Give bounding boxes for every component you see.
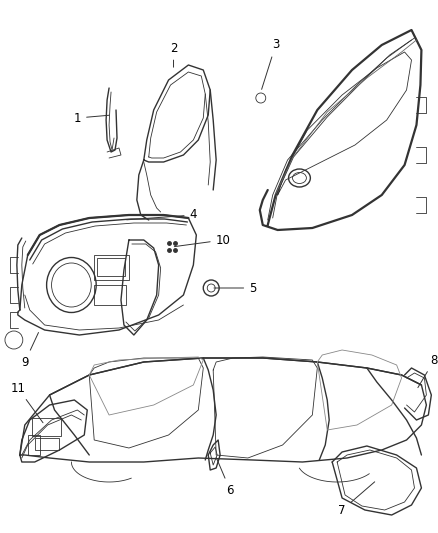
Bar xyxy=(32,418,61,436)
Text: 2: 2 xyxy=(170,42,177,67)
Bar xyxy=(97,258,125,276)
Bar xyxy=(94,285,126,305)
Text: 5: 5 xyxy=(214,281,257,295)
Bar xyxy=(94,255,129,280)
Bar xyxy=(35,438,59,450)
Text: 4: 4 xyxy=(127,208,197,222)
Text: 6: 6 xyxy=(216,457,234,497)
Text: 9: 9 xyxy=(21,333,39,368)
Bar xyxy=(28,435,40,455)
Text: 1: 1 xyxy=(74,111,109,125)
Text: 8: 8 xyxy=(418,353,438,387)
Text: 7: 7 xyxy=(338,482,374,516)
Text: 3: 3 xyxy=(261,38,279,90)
Text: 10: 10 xyxy=(174,233,230,247)
Text: 11: 11 xyxy=(11,382,43,423)
